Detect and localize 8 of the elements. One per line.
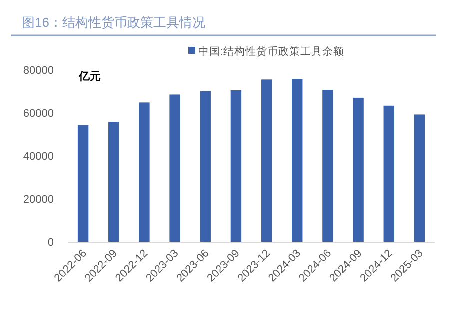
y-tick-label: 40000 [23, 151, 54, 163]
y-axis-title: 亿元 [78, 71, 101, 83]
y-tick-label: 0 [48, 237, 54, 249]
title: 图16：结构性货币政策工具情况 [22, 15, 206, 30]
y-tick-label: 20000 [23, 194, 54, 206]
y-tick-label: 60000 [23, 108, 54, 120]
y-tick-label: 80000 [23, 65, 54, 77]
legend-label: 中国:结构性货币政策工具余额 [198, 45, 344, 58]
